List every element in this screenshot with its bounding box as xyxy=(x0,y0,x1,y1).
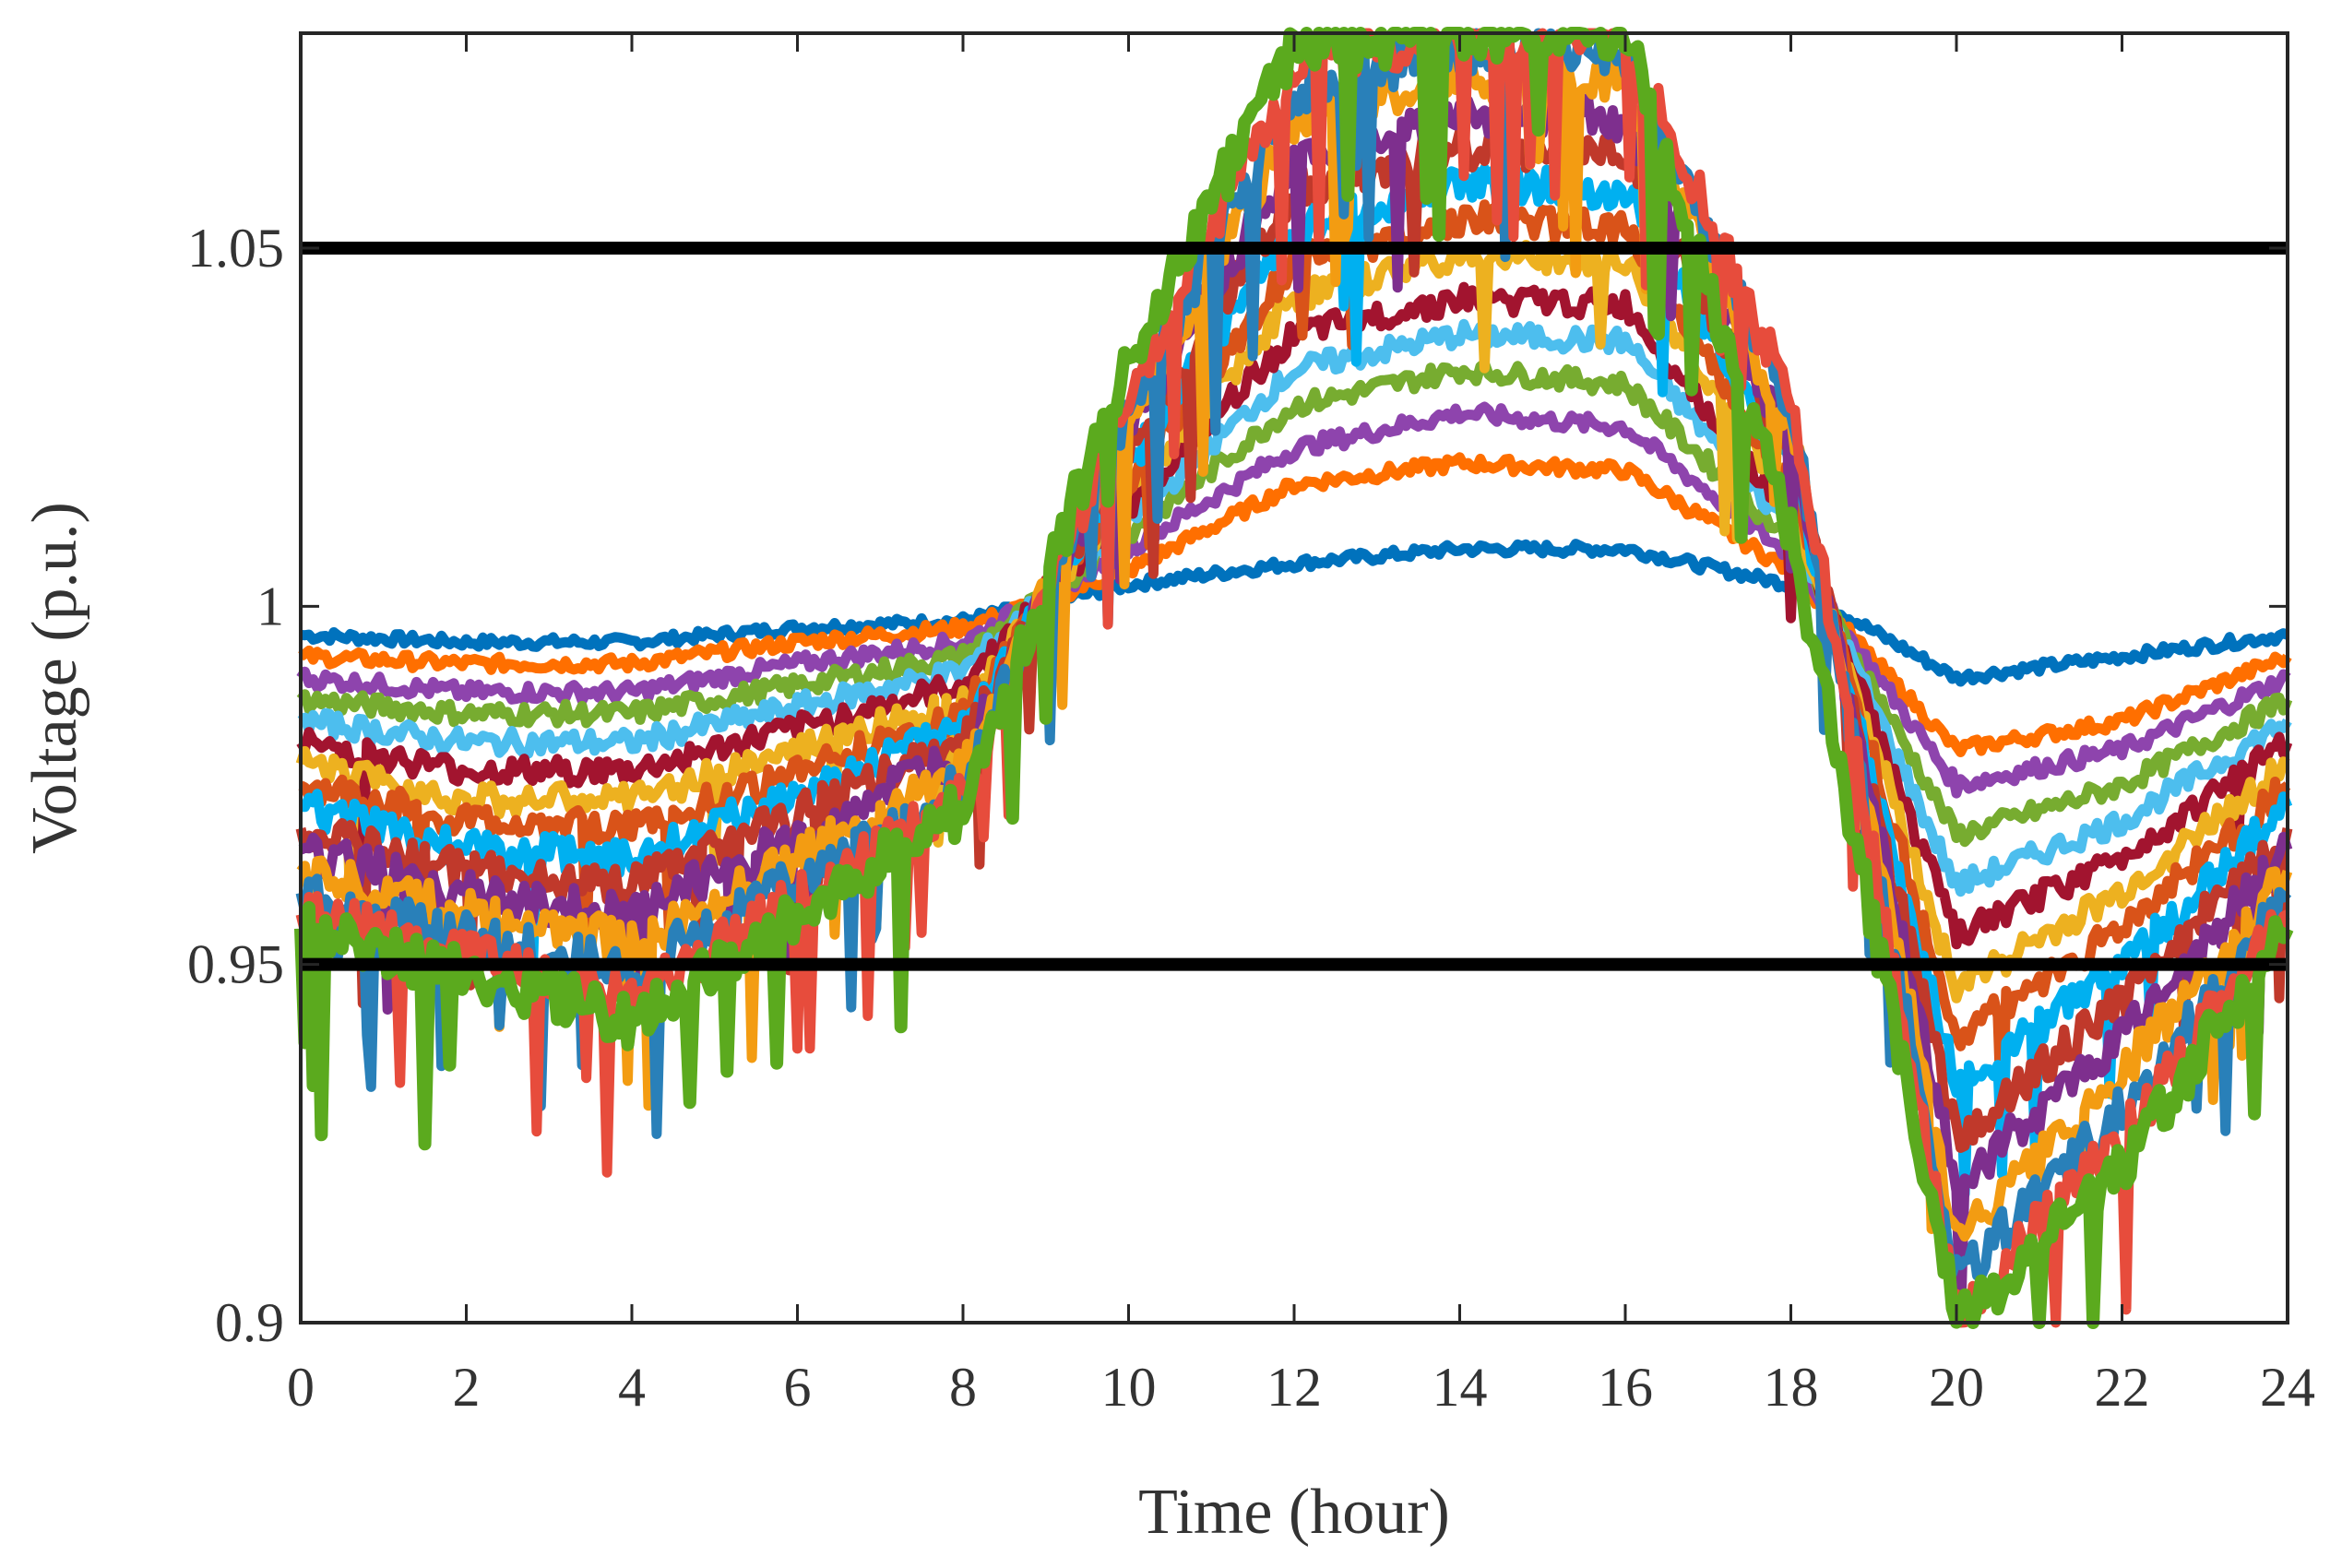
series-line-1 xyxy=(300,539,2290,687)
x-tick-label: 14 xyxy=(1433,1357,1488,1418)
y-tick-label: 0.9 xyxy=(215,1292,284,1353)
x-tick-label: 4 xyxy=(618,1357,646,1418)
x-tick-label: 10 xyxy=(1101,1357,1157,1418)
series-line-2 xyxy=(298,452,2292,757)
y-tick-label: 1 xyxy=(256,576,284,636)
series-line-11 xyxy=(298,90,2293,1328)
y-tick-label: 0.95 xyxy=(187,934,284,995)
x-tick-label: 18 xyxy=(1764,1357,1819,1418)
series-line-4 xyxy=(296,358,2293,848)
x-tick-label: 0 xyxy=(287,1357,315,1418)
x-tick-label: 12 xyxy=(1266,1357,1322,1418)
series-line-12 xyxy=(296,52,2293,1242)
x-tick-label: 16 xyxy=(1598,1357,1653,1418)
y-tick-label: 1.05 xyxy=(187,218,284,279)
x-tick-label: 8 xyxy=(949,1357,977,1418)
series-line-3 xyxy=(296,401,2291,799)
x-tick-label: 22 xyxy=(2095,1357,2150,1418)
y-axis-title: Voltage (p.u.) xyxy=(19,502,90,854)
limit-lines xyxy=(301,242,2288,971)
x-tick-label: 20 xyxy=(1929,1357,1984,1418)
x-tick-label: 6 xyxy=(784,1357,812,1418)
x-axis-title: Time (hour) xyxy=(1138,1477,1450,1548)
series-line-5 xyxy=(297,318,2292,897)
x-tick-label: 24 xyxy=(2260,1357,2315,1418)
x-tick-label: 2 xyxy=(453,1357,481,1418)
series-line-7 xyxy=(295,240,2290,1004)
series-line-6 xyxy=(296,281,2293,950)
